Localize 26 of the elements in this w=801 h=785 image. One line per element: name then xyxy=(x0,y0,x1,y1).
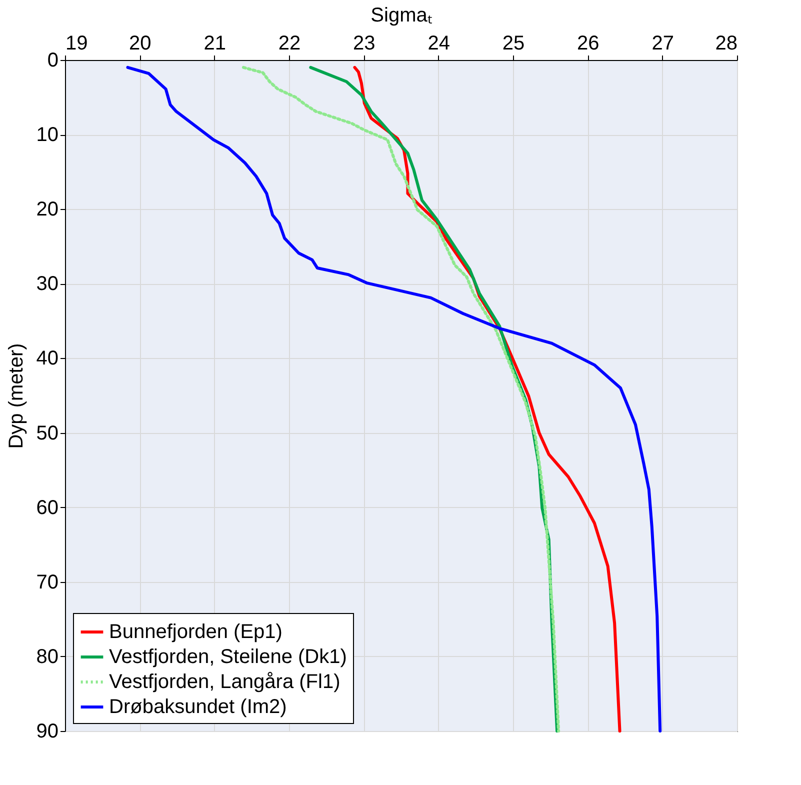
x-axis-title: Sigmaₜ xyxy=(370,4,432,26)
y-tick-label: 0 xyxy=(47,50,58,72)
x-tick-label: 25 xyxy=(502,32,525,54)
x-tick-label: 28 xyxy=(715,32,738,54)
y-tick-label: 60 xyxy=(36,496,58,519)
y-tick-label: 40 xyxy=(36,348,58,370)
x-tick-label: 22 xyxy=(278,32,301,54)
legend-label: Vestfjorden, Steilene (Dk1) xyxy=(109,646,347,668)
y-tick-label: 90 xyxy=(36,720,58,742)
x-tick-label: 19 xyxy=(66,32,88,54)
y-tick-label: 10 xyxy=(36,124,58,146)
x-tick-label: 27 xyxy=(652,32,674,54)
y-tick-label: 80 xyxy=(36,646,58,668)
legend-label: Bunnefjorden (Ep1) xyxy=(109,621,282,643)
x-tick-label: 21 xyxy=(204,32,226,54)
legend-label: Vestfjorden, Langåra (Fl1) xyxy=(109,671,340,693)
x-tick-label: 26 xyxy=(577,32,600,54)
y-tick-label: 50 xyxy=(36,422,58,444)
y-tick-label: 20 xyxy=(36,198,58,221)
y-tick-label: 30 xyxy=(36,273,58,296)
y-tick-label: 70 xyxy=(36,571,58,594)
x-tick-label: 23 xyxy=(353,32,376,54)
legend-label: Drøbaksundet (Im2) xyxy=(109,696,287,718)
x-tick-label: 24 xyxy=(428,32,450,54)
y-axis-title: Dyp (meter) xyxy=(5,343,28,449)
x-tick-label: 20 xyxy=(129,32,152,54)
